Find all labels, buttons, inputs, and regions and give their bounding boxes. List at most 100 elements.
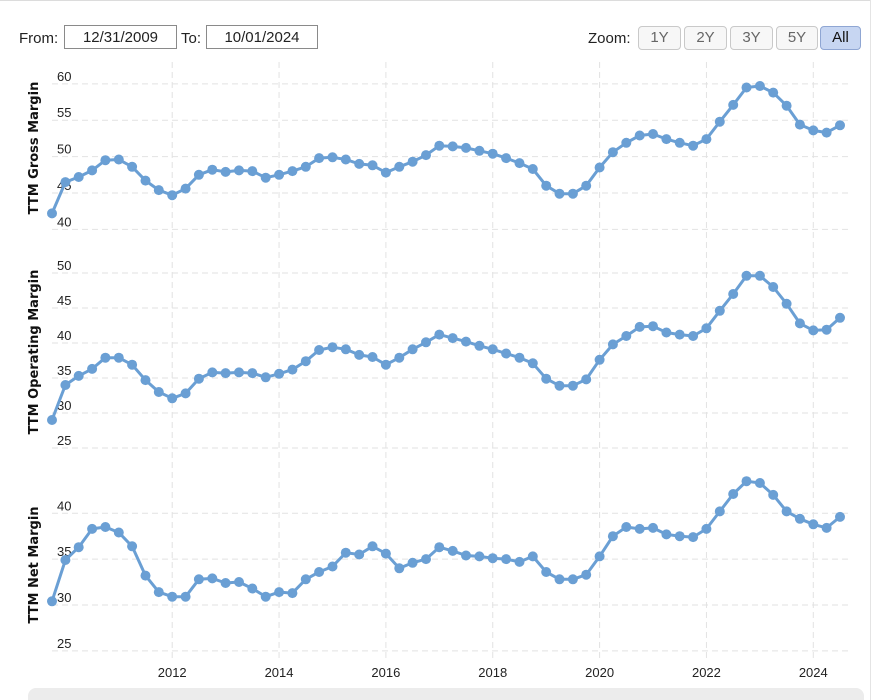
data-point[interactable] — [514, 158, 525, 169]
data-point[interactable] — [47, 415, 57, 425]
data-point[interactable] — [140, 570, 151, 581]
data-point[interactable] — [487, 553, 498, 564]
data-point[interactable] — [781, 100, 792, 111]
data-point[interactable] — [367, 541, 378, 552]
data-point[interactable] — [354, 549, 365, 560]
zoom-3y-button[interactable]: 3Y — [730, 26, 773, 50]
data-point[interactable] — [394, 352, 405, 363]
data-point[interactable] — [714, 305, 725, 316]
data-point[interactable] — [260, 372, 271, 383]
data-point[interactable] — [701, 323, 712, 334]
data-point[interactable] — [487, 344, 498, 355]
data-point[interactable] — [220, 368, 231, 379]
data-point[interactable] — [340, 154, 351, 165]
data-point[interactable] — [394, 161, 405, 172]
data-point[interactable] — [421, 554, 431, 565]
data-point[interactable] — [367, 160, 378, 171]
data-point[interactable] — [60, 380, 71, 390]
data-point[interactable] — [274, 368, 285, 379]
data-point[interactable] — [567, 574, 578, 585]
data-point[interactable] — [554, 574, 565, 585]
data-point[interactable] — [100, 352, 111, 363]
data-point[interactable] — [327, 342, 338, 353]
data-point[interactable] — [73, 542, 84, 553]
data-point[interactable] — [207, 573, 218, 584]
data-point[interactable] — [287, 364, 298, 375]
data-point[interactable] — [527, 358, 538, 369]
data-point[interactable] — [514, 556, 525, 567]
data-point[interactable] — [354, 158, 365, 169]
data-point[interactable] — [835, 120, 845, 131]
data-point[interactable] — [73, 172, 84, 182]
data-point[interactable] — [434, 140, 445, 151]
data-point[interactable] — [193, 169, 204, 180]
data-point[interactable] — [621, 137, 632, 148]
data-point[interactable] — [380, 359, 391, 370]
data-point[interactable] — [821, 127, 832, 138]
zoom-5y-button[interactable]: 5Y — [776, 26, 818, 50]
data-point[interactable] — [153, 587, 164, 598]
data-point[interactable] — [527, 551, 538, 562]
data-point[interactable] — [220, 166, 231, 177]
data-point[interactable] — [127, 161, 138, 172]
data-point[interactable] — [661, 529, 672, 540]
data-point[interactable] — [474, 340, 485, 351]
data-point[interactable] — [260, 591, 271, 602]
data-point[interactable] — [167, 190, 178, 201]
data-point[interactable] — [461, 336, 471, 347]
data-point[interactable] — [674, 137, 685, 148]
data-point[interactable] — [821, 522, 832, 533]
data-point[interactable] — [648, 522, 658, 533]
data-point[interactable] — [567, 380, 578, 391]
data-point[interactable] — [113, 154, 124, 165]
data-point[interactable] — [768, 489, 779, 500]
data-point[interactable] — [340, 344, 351, 355]
data-point[interactable] — [567, 188, 578, 199]
data-point[interactable] — [421, 150, 431, 161]
data-point[interactable] — [661, 134, 672, 145]
data-point[interactable] — [380, 167, 391, 178]
data-point[interactable] — [47, 208, 57, 219]
data-point[interactable] — [340, 547, 351, 558]
data-point[interactable] — [314, 345, 325, 355]
to-date-input[interactable]: 10/01/2024 — [206, 25, 318, 49]
from-date-input[interactable]: 12/31/2009 — [64, 25, 177, 49]
data-point[interactable] — [47, 596, 57, 607]
data-point[interactable] — [127, 541, 138, 552]
data-point[interactable] — [234, 577, 244, 587]
data-point[interactable] — [688, 331, 699, 341]
data-point[interactable] — [554, 188, 565, 199]
data-point[interactable] — [621, 522, 632, 532]
data-point[interactable] — [714, 506, 725, 517]
data-point[interactable] — [581, 374, 592, 385]
data-point[interactable] — [434, 542, 445, 553]
data-point[interactable] — [728, 289, 739, 299]
data-point[interactable] — [501, 348, 512, 359]
data-point[interactable] — [688, 532, 699, 543]
data-point[interactable] — [514, 352, 525, 363]
data-point[interactable] — [607, 147, 618, 158]
data-point[interactable] — [153, 185, 164, 196]
data-point[interactable] — [300, 161, 311, 172]
data-point[interactable] — [247, 583, 258, 594]
data-point[interactable] — [701, 523, 712, 534]
data-point[interactable] — [728, 489, 739, 499]
data-point[interactable] — [193, 574, 204, 585]
data-point[interactable] — [487, 148, 498, 159]
data-point[interactable] — [768, 87, 779, 98]
data-point[interactable] — [541, 180, 552, 191]
data-point[interactable] — [634, 130, 645, 141]
data-point[interactable] — [594, 551, 605, 562]
data-point[interactable] — [594, 354, 605, 365]
data-point[interactable] — [581, 180, 592, 191]
data-point[interactable] — [781, 298, 792, 309]
data-point[interactable] — [314, 567, 325, 577]
data-point[interactable] — [234, 165, 244, 176]
data-point[interactable] — [60, 555, 71, 565]
data-point[interactable] — [394, 563, 405, 574]
data-point[interactable] — [648, 321, 658, 332]
data-point[interactable] — [354, 349, 365, 360]
data-point[interactable] — [474, 145, 485, 156]
data-point[interactable] — [300, 356, 311, 367]
data-point[interactable] — [60, 177, 71, 188]
